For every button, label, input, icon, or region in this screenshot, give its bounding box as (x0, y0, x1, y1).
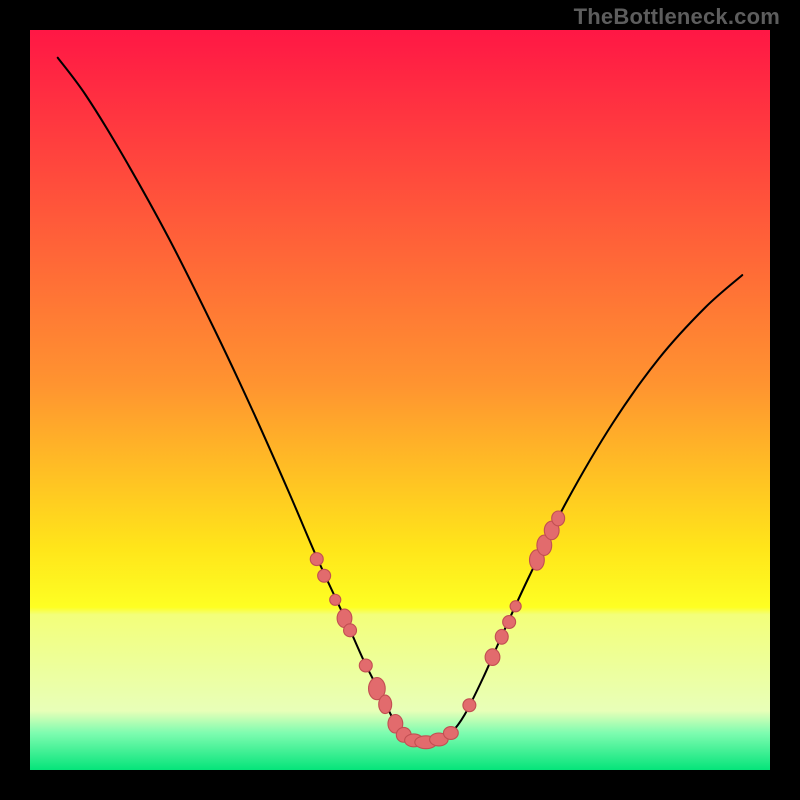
watermark-text: TheBottleneck.com (574, 4, 780, 30)
chart-svg (30, 30, 770, 770)
bead-marker (318, 569, 331, 582)
bead-marker (344, 624, 357, 637)
bead-marker (443, 727, 458, 740)
bead-marker (330, 594, 341, 605)
bead-marker (379, 695, 392, 714)
bead-marker (552, 511, 565, 526)
bead-marker (463, 699, 476, 712)
bead-marker (485, 649, 500, 666)
beads-group (310, 511, 564, 749)
bead-marker (510, 601, 521, 612)
canvas: TheBottleneck.com (0, 0, 800, 800)
bead-marker (359, 659, 372, 672)
bead-marker (503, 616, 516, 629)
bead-marker (310, 553, 323, 566)
bead-marker (495, 629, 508, 644)
plot-area (30, 30, 770, 770)
v-curve-path (58, 58, 743, 743)
